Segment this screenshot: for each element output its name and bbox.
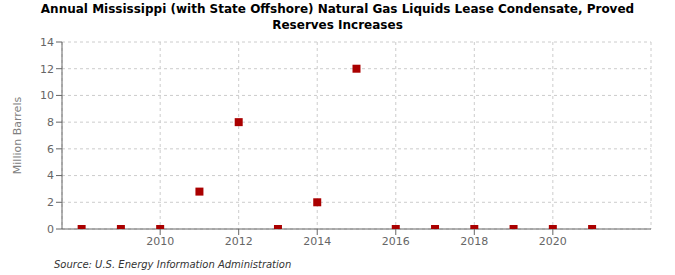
svg-text:Million Barrels: Million Barrels: [11, 97, 24, 175]
svg-text:6: 6: [47, 143, 54, 156]
svg-text:2014: 2014: [303, 235, 331, 248]
svg-text:2010: 2010: [146, 235, 174, 248]
svg-text:4: 4: [47, 170, 54, 183]
html-text:Annual Mississippi (with State: Annual Mississippi (with State Offshore)…: [40, 2, 635, 16]
svg-text:2012: 2012: [225, 235, 253, 248]
svg-text:14: 14: [40, 36, 54, 49]
html-text:Source: U.S. Energy Informatio: Source: U.S. Energy Information Administ…: [54, 259, 292, 271]
svg-text:2020: 2020: [539, 235, 567, 248]
svg-text:2016: 2016: [382, 235, 410, 248]
svg-text:2: 2: [47, 197, 54, 210]
svg-text:8: 8: [47, 116, 54, 129]
svg-text:12: 12: [40, 63, 54, 76]
svg-text:2018: 2018: [460, 235, 488, 248]
html-text:Reserves Increases: Reserves Increases: [272, 18, 403, 32]
svg-text:10: 10: [40, 90, 54, 103]
svg-text:0: 0: [47, 223, 54, 236]
